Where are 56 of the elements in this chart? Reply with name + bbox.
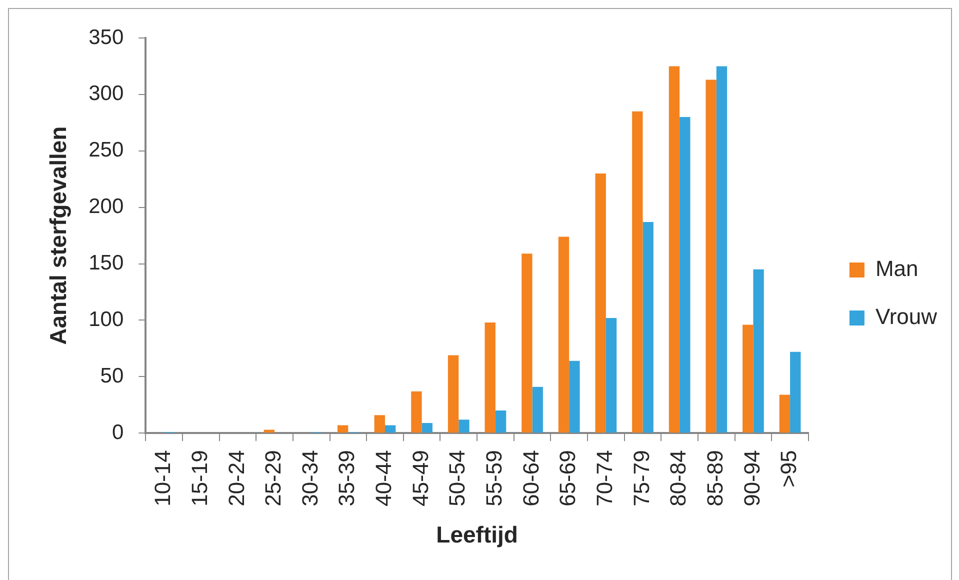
y-tick-label: 100 — [88, 308, 124, 332]
x-tick-label: 70-74 — [592, 450, 617, 506]
bar — [706, 80, 716, 433]
bar — [458, 420, 470, 433]
bar — [632, 111, 643, 433]
y-tick-label: 300 — [88, 82, 124, 106]
y-tick-label: 250 — [88, 138, 124, 162]
y-tick-label: 50 — [100, 364, 124, 388]
bar — [680, 117, 690, 433]
bar — [779, 394, 790, 433]
x-tick-label: 10-14 — [150, 450, 176, 506]
bar — [484, 322, 496, 433]
bar — [411, 391, 422, 433]
y-tick-label: 200 — [88, 195, 124, 218]
x-tick-label: 75-79 — [628, 450, 654, 506]
x-tick-label: 20-24 — [224, 450, 249, 506]
x-tick-label: 30-34 — [297, 450, 322, 506]
bar — [716, 66, 728, 433]
bar — [448, 355, 459, 433]
bar — [374, 415, 385, 433]
x-tick-label: 40-44 — [371, 450, 396, 506]
x-tick-label: 25-29 — [260, 450, 286, 506]
x-tick-label: 55-59 — [482, 450, 507, 506]
x-tick-label: 60-64 — [518, 450, 544, 506]
bar — [522, 254, 532, 433]
bar — [384, 425, 396, 433]
bar — [606, 318, 617, 433]
bar — [532, 386, 543, 433]
x-tick-label: 80-84 — [666, 450, 691, 506]
legend-label: Man — [875, 256, 918, 282]
x-axis-title: Leeftijd — [436, 522, 518, 548]
y-axis-title: Aantal sterfgevallen — [45, 126, 72, 345]
bar — [558, 236, 570, 433]
x-tick-label: 50-54 — [444, 450, 470, 506]
x-tick-label: 35-39 — [334, 450, 360, 506]
x-tick-label: 85-89 — [702, 450, 728, 506]
bar — [264, 430, 275, 433]
bar — [742, 324, 754, 433]
y-tick-label: 350 — [88, 26, 124, 49]
bar — [569, 360, 580, 433]
bar — [495, 410, 506, 433]
legend-label: Vrouw — [875, 304, 938, 330]
bar — [422, 422, 432, 433]
bar — [595, 173, 606, 433]
x-tick-label: 15-19 — [186, 450, 212, 506]
bar — [753, 269, 764, 433]
bar — [668, 66, 680, 433]
bar — [790, 352, 801, 433]
x-tick-label: 65-69 — [555, 450, 580, 506]
x-tick-label: >95 — [776, 450, 802, 488]
x-tick-label: 90-94 — [739, 450, 764, 506]
x-tick-label: 45-49 — [408, 450, 433, 506]
y-tick-label: 0 — [112, 420, 124, 444]
bar — [337, 425, 348, 433]
bar — [642, 222, 654, 433]
y-tick-label: 150 — [88, 252, 124, 275]
